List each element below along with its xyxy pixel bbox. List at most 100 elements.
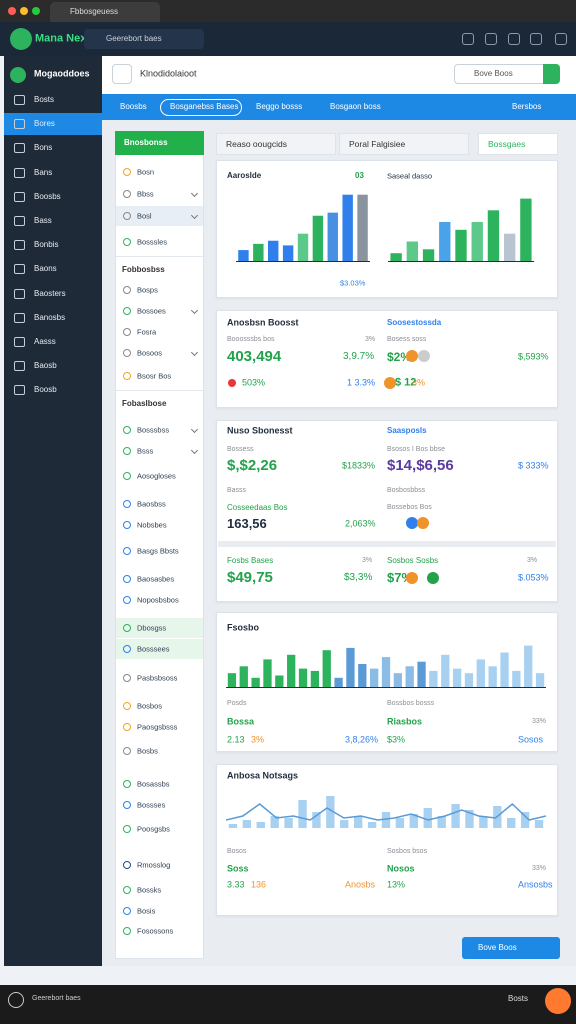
nav-item[interactable]: Bosganebss Bases [170, 102, 239, 112]
panel-item[interactable]: Bosps [137, 285, 158, 295]
search-button[interactable]: Bove Boos [474, 69, 513, 79]
card-text: 13% [387, 879, 406, 890]
card-text: Ansosbs [518, 879, 553, 890]
sidebar-item[interactable]: Baosb [34, 361, 57, 371]
view-button-label[interactable]: Bove Boos [478, 943, 517, 953]
nav-item[interactable]: Beggo bosss [256, 102, 303, 112]
sidebar-item[interactable]: Bans [34, 167, 53, 177]
panel-item[interactable]: Aosogloses [137, 471, 176, 481]
tab-label[interactable]: Bossgaes [488, 138, 526, 149]
panel-item[interactable]: Fosra [137, 327, 157, 337]
sidebar-active [4, 113, 102, 136]
panel-item[interactable]: Bsosr Bos [137, 371, 172, 381]
badge [406, 517, 418, 529]
panel-item[interactable]: Paosgsbsss [137, 722, 178, 732]
badge [406, 350, 418, 362]
panel-item[interactable]: Bosbs [137, 746, 158, 756]
panel-icon [123, 780, 131, 788]
panel-item[interactable]: Pasbsbsoss [137, 673, 178, 683]
tab-label[interactable]: Poral Falgisiee [349, 138, 406, 149]
header-icon[interactable] [530, 33, 542, 45]
bar [327, 212, 338, 261]
nav-item[interactable]: Bersbos [512, 102, 542, 112]
card-text: 3% [362, 556, 373, 564]
top-search-row [102, 56, 576, 94]
bar [358, 664, 367, 687]
header-search[interactable] [84, 29, 204, 49]
bar [370, 668, 379, 687]
panel-icon [123, 212, 131, 220]
sidebar-item[interactable]: Bass [34, 216, 52, 226]
panel-item[interactable]: Bosbos [137, 701, 163, 711]
panel-item[interactable]: Baosbss [137, 499, 166, 509]
panel-item[interactable]: Noposbsbos [137, 595, 179, 605]
sidebar-item[interactable]: Banosbs [34, 313, 66, 322]
card-text: 503% [242, 377, 266, 388]
nav-item[interactable]: Boosbs [120, 102, 147, 112]
panel-item[interactable]: Bosssles [137, 237, 168, 247]
nav-item[interactable]: Bosgaon boss [330, 102, 381, 112]
panel-item[interactable]: Bsss [137, 446, 154, 456]
card-text: 3,9.7% [343, 351, 375, 362]
sidebar-item[interactable]: Bons [34, 143, 53, 153]
card-text: Aaroslde [227, 171, 262, 181]
view-button[interactable] [462, 937, 560, 959]
bar [326, 796, 335, 828]
search-go[interactable] [543, 64, 560, 84]
header-icon[interactable] [462, 33, 474, 45]
tab-label[interactable]: Reaso oougcids [226, 138, 287, 149]
sidebar-item[interactable]: Boosb [34, 385, 57, 395]
panel-item[interactable]: Bosssbss [137, 425, 170, 435]
sidebar-item[interactable]: Bores [34, 119, 55, 129]
bar [367, 822, 377, 828]
browser-tab [50, 2, 160, 22]
tab[interactable] [216, 133, 336, 155]
panel-item[interactable]: Bosn [137, 167, 155, 177]
logo-icon [10, 28, 32, 50]
card-text: Bossess [227, 445, 254, 453]
panel-item[interactable]: Bossses [137, 800, 166, 810]
panel-icon [123, 447, 131, 455]
sidebar-item[interactable]: Boosbs [34, 192, 61, 201]
header-search-text[interactable]: Geerebort baes [106, 34, 162, 44]
panel-item[interactable]: Dbosgss [137, 623, 167, 633]
footer-action[interactable] [545, 988, 571, 1014]
tab[interactable] [339, 133, 469, 155]
card-divider [218, 541, 556, 547]
header-icon[interactable] [508, 33, 520, 45]
panel-icon [123, 927, 131, 935]
panel-item[interactable]: Bosssees [137, 644, 170, 654]
sidebar-item[interactable]: Bonbis [34, 240, 59, 250]
panel-item[interactable]: Basgs Bbsts [137, 546, 179, 556]
panel-item[interactable]: Bosassbs [137, 779, 170, 789]
panel-icon [123, 674, 131, 682]
panel-item[interactable]: Fosossons [137, 926, 174, 936]
card-text: Soosestossda [387, 318, 442, 328]
bar [422, 249, 435, 261]
panel-icon [123, 472, 131, 480]
sidebar-item[interactable]: Bosts [34, 95, 55, 105]
tab[interactable] [478, 133, 558, 155]
sidebar-icon [14, 385, 25, 396]
panel-item[interactable]: Bosis [137, 906, 156, 916]
sidebar-item[interactable]: Baosters [34, 288, 66, 298]
card-text: $1833% [342, 460, 376, 471]
sidebar-item[interactable]: Baons [34, 264, 57, 274]
bar [284, 818, 293, 828]
panel-item[interactable]: Poosgsbs [137, 824, 170, 834]
panel-header [115, 131, 204, 155]
panel-item[interactable]: Nobsbes [137, 520, 167, 530]
panel-item[interactable]: Bossoes [137, 306, 166, 316]
nav-active[interactable] [160, 99, 242, 116]
bar [451, 804, 460, 828]
panel-item[interactable]: Bossks [137, 885, 162, 895]
panel-item[interactable]: Baosasbes [137, 574, 175, 584]
panel-item[interactable]: Bosl [137, 211, 152, 221]
header-icon[interactable] [555, 33, 567, 45]
panel-item[interactable]: Bbss [137, 189, 154, 199]
header-icon[interactable] [485, 33, 497, 45]
sidebar-item[interactable]: Aasss [34, 337, 56, 347]
panel-item[interactable]: Bosoos [137, 348, 163, 358]
bar [334, 677, 343, 687]
panel-item[interactable]: Rmosslog [137, 860, 171, 870]
